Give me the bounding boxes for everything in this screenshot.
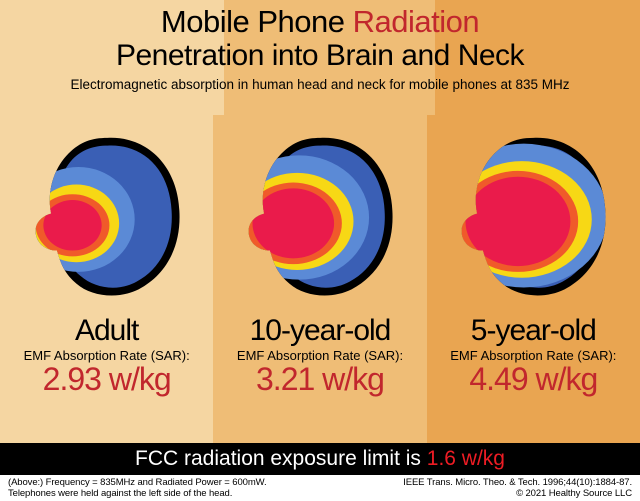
fcc-limit: 1.6 w/kg xyxy=(427,447,505,470)
age-label: 5-year-old xyxy=(471,316,596,346)
brain-scan xyxy=(235,128,405,308)
footer-left-2: Telephones were held against the left si… xyxy=(8,488,267,499)
title-text-a: Mobile Phone xyxy=(161,4,353,39)
columns: Adult EMF Absorption Rate (SAR): 2.93 w/… xyxy=(0,115,640,443)
brain-wrap xyxy=(427,115,640,320)
infographic-frame: Mobile Phone Radiation Penetration into … xyxy=(0,0,640,501)
brain-scan xyxy=(22,128,192,308)
fcc-text-a: FCC radiation exposure limit is xyxy=(135,447,427,470)
brain-wrap xyxy=(213,115,426,320)
footer-right-1: IEEE Trans. Micro. Theo. & Tech. 1996;44… xyxy=(403,477,632,488)
title-line-1: Mobile Phone Radiation xyxy=(10,6,630,37)
brain-wrap xyxy=(0,115,213,320)
age-label: 10-year-old xyxy=(250,316,391,346)
footer-right: IEEE Trans. Micro. Theo. & Tech. 1996;44… xyxy=(403,477,632,501)
title-line-2: Penetration into Brain and Neck xyxy=(10,39,630,73)
footer-left: (Above:) Frequency = 835MHz and Radiated… xyxy=(8,477,267,501)
footer-right-2: © 2021 Healthy Source LLC xyxy=(403,488,632,499)
column-0: Adult EMF Absorption Rate (SAR): 2.93 w/… xyxy=(0,115,213,443)
footer-left-1: (Above:) Frequency = 835MHz and Radiated… xyxy=(8,477,267,488)
brain-scan xyxy=(448,128,618,308)
header: Mobile Phone Radiation Penetration into … xyxy=(0,0,640,115)
column-1: 10-year-old EMF Absorption Rate (SAR): 3… xyxy=(213,115,426,443)
column-2: 5-year-old EMF Absorption Rate (SAR): 4.… xyxy=(427,115,640,443)
footer: (Above:) Frequency = 835MHz and Radiated… xyxy=(0,475,640,501)
sar-value: 3.21 w/kg xyxy=(256,361,384,398)
title-text-b: Radiation xyxy=(353,4,479,39)
sar-value: 2.93 w/kg xyxy=(43,361,171,398)
fcc-bar: FCC radiation exposure limit is 1.6 w/kg xyxy=(0,443,640,475)
age-label: Adult xyxy=(75,316,138,346)
subtitle: Electromagnetic absorption in human head… xyxy=(10,77,630,92)
sar-value: 4.49 w/kg xyxy=(469,361,597,398)
